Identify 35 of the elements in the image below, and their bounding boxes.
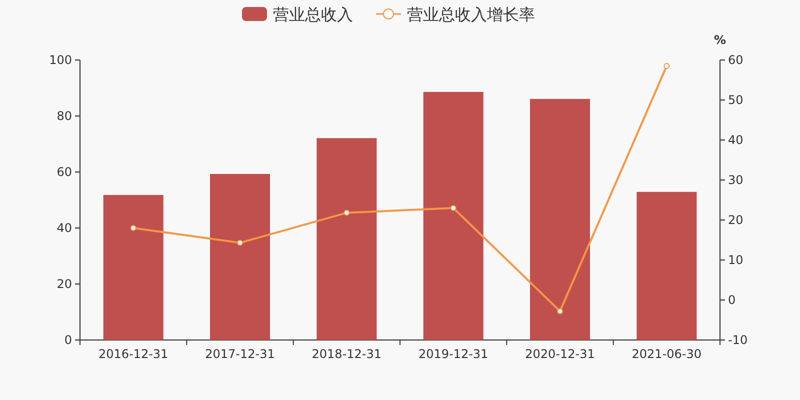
y2-tick-label: 40: [728, 133, 744, 147]
y2-tick-label: -10: [728, 333, 748, 347]
y-tick-label: 0: [64, 333, 72, 347]
y-tick-label: 60: [56, 165, 72, 179]
y-tick-label: 100: [49, 53, 72, 67]
y-tick-label: 40: [56, 221, 72, 235]
bar: [636, 192, 697, 340]
x-tick-label: 2021-06-30: [632, 347, 702, 361]
y2-tick-label: 0: [728, 293, 736, 307]
y2-tick-label: 20: [728, 213, 744, 227]
bar: [103, 194, 164, 340]
bar: [316, 138, 377, 340]
point: [450, 205, 456, 211]
point: [344, 210, 350, 216]
y-tick-label: 20: [56, 277, 72, 291]
bar: [210, 174, 270, 340]
y2-axis-title: %: [714, 33, 726, 47]
point: [557, 308, 563, 314]
point: [237, 240, 243, 246]
y2-tick-label: 30: [728, 173, 744, 187]
y-tick-label: 80: [56, 109, 72, 123]
legend-label: 营业总收入: [273, 5, 353, 24]
y2-tick-label: 50: [728, 93, 744, 107]
x-tick-label: 2018-12-31: [312, 347, 382, 361]
point: [130, 225, 136, 231]
x-tick-label: 2020-12-31: [525, 347, 595, 361]
bar: [423, 92, 484, 340]
bar: [530, 98, 590, 340]
x-tick-label: 2019-12-31: [418, 347, 488, 361]
point: [664, 63, 670, 69]
x-tick-label: 2017-12-31: [205, 347, 275, 361]
y2-tick-label: 60: [728, 53, 744, 67]
legend-label: 营业总收入增长率: [407, 5, 535, 24]
y2-tick-label: 10: [728, 253, 744, 267]
x-tick-label: 2016-12-31: [98, 347, 168, 361]
